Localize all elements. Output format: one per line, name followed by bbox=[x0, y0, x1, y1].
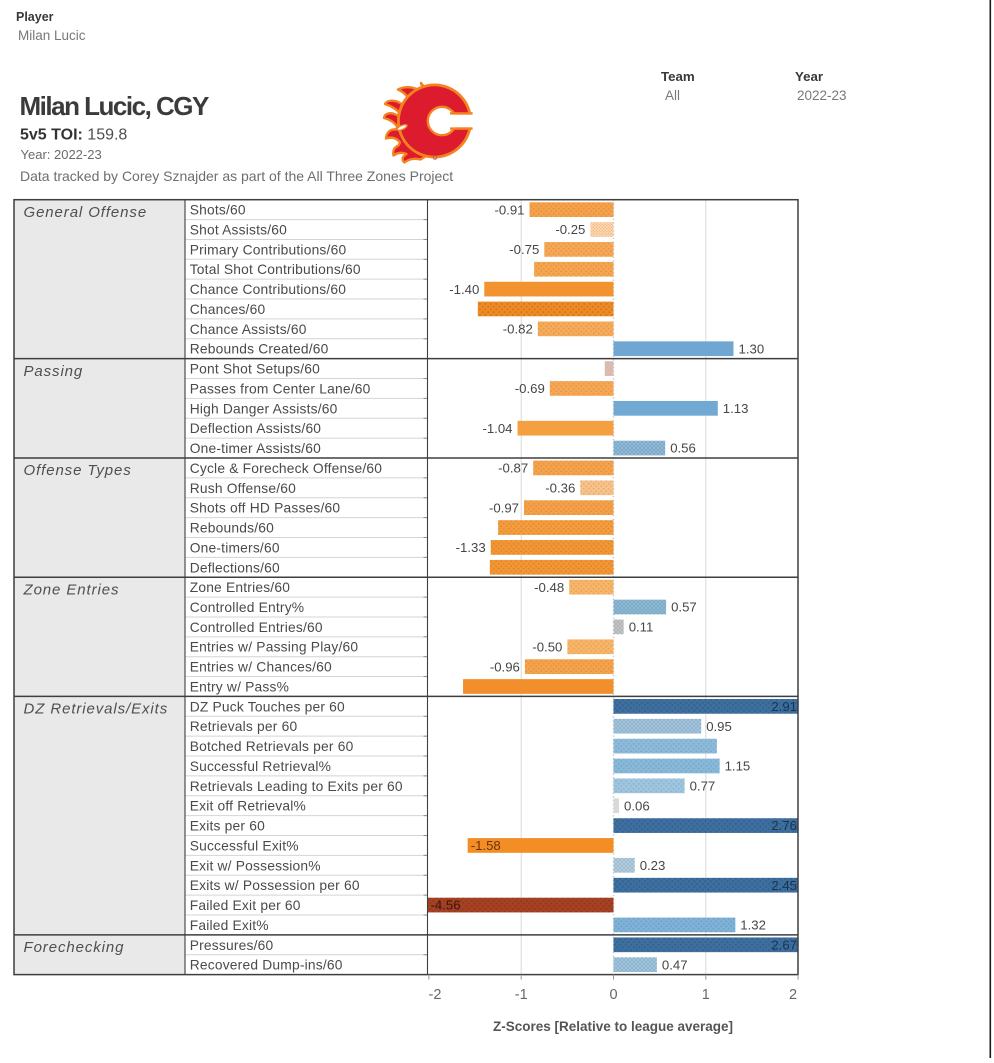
svg-text:Passes from Center Lane/60: Passes from Center Lane/60 bbox=[190, 381, 371, 396]
svg-text:1: 1 bbox=[702, 987, 710, 1003]
svg-text:Successful Exit%: Successful Exit% bbox=[190, 838, 299, 853]
svg-text:1.15: 1.15 bbox=[725, 759, 751, 774]
svg-text:Cycle & Forecheck Offense/60: Cycle & Forecheck Offense/60 bbox=[190, 461, 383, 476]
svg-text:-4.56: -4.56 bbox=[431, 898, 461, 913]
svg-text:Chances/60: Chances/60 bbox=[190, 302, 266, 317]
svg-text:Deflection Assists/60: Deflection Assists/60 bbox=[190, 421, 322, 436]
svg-text:2.67: 2.67 bbox=[771, 938, 797, 953]
svg-text:One-timer Assists/60: One-timer Assists/60 bbox=[190, 441, 321, 456]
svg-text:-0.97: -0.97 bbox=[489, 500, 519, 515]
svg-text:0.06: 0.06 bbox=[624, 798, 650, 813]
svg-text:Entries w/ Passing Play/60: Entries w/ Passing Play/60 bbox=[190, 640, 359, 655]
svg-text:Pont Shot Setups/60: Pont Shot Setups/60 bbox=[190, 362, 320, 377]
svg-text:0.77: 0.77 bbox=[690, 779, 716, 794]
svg-text:Entries w/ Chances/60: Entries w/ Chances/60 bbox=[190, 660, 332, 675]
svg-text:Year: 2022-23: Year: 2022-23 bbox=[21, 147, 102, 162]
svg-text:0.47: 0.47 bbox=[662, 957, 688, 972]
svg-text:Rebounds/60: Rebounds/60 bbox=[190, 521, 274, 536]
svg-text:-0.69: -0.69 bbox=[515, 381, 545, 396]
svg-text:Forechecking: Forechecking bbox=[24, 939, 125, 956]
svg-text:Retrievals Leading to Exits pe: Retrievals Leading to Exits per 60 bbox=[190, 779, 403, 794]
svg-text:One-timers/60: One-timers/60 bbox=[190, 540, 280, 555]
svg-text:Failed Exit%: Failed Exit% bbox=[190, 918, 269, 933]
svg-text:2.91: 2.91 bbox=[771, 699, 797, 714]
svg-text:Data tracked by Corey Sznajder: Data tracked by Corey Sznajder as part o… bbox=[20, 168, 453, 184]
svg-text:1.13: 1.13 bbox=[723, 401, 749, 416]
svg-text:0.23: 0.23 bbox=[640, 858, 666, 873]
svg-text:Passing: Passing bbox=[24, 363, 84, 380]
svg-text:Shot Assists/60: Shot Assists/60 bbox=[190, 222, 287, 237]
svg-text:Controlled Entries/60: Controlled Entries/60 bbox=[190, 620, 323, 635]
svg-text:Team: Team bbox=[661, 69, 695, 84]
svg-text:Shots off HD Passes/60: Shots off HD Passes/60 bbox=[190, 501, 341, 516]
svg-text:Rush Offense/60: Rush Offense/60 bbox=[190, 481, 296, 496]
svg-text:0.95: 0.95 bbox=[706, 719, 732, 734]
svg-text:-0.91: -0.91 bbox=[494, 202, 524, 217]
svg-text:Exit off Retrieval%: Exit off Retrieval% bbox=[190, 799, 306, 814]
svg-text:-1.40: -1.40 bbox=[449, 282, 479, 297]
svg-text:Shots/60: Shots/60 bbox=[190, 203, 246, 218]
svg-text:2.45: 2.45 bbox=[771, 878, 797, 893]
svg-text:-1.04: -1.04 bbox=[482, 421, 512, 436]
svg-text:-0.82: -0.82 bbox=[503, 322, 533, 337]
svg-text:-2: -2 bbox=[429, 987, 442, 1003]
svg-text:2.76: 2.76 bbox=[771, 818, 797, 833]
svg-text:Year: Year bbox=[795, 69, 823, 84]
svg-text:-0.25: -0.25 bbox=[555, 222, 585, 237]
svg-text:-0.50: -0.50 bbox=[532, 639, 562, 654]
svg-text:Rebounds Created/60: Rebounds Created/60 bbox=[190, 342, 329, 357]
svg-text:Exit w/ Possession%: Exit w/ Possession% bbox=[190, 858, 321, 873]
svg-text:5v5 TOI: 159.8: 5v5 TOI: 159.8 bbox=[20, 127, 127, 144]
svg-text:Failed Exit per 60: Failed Exit per 60 bbox=[190, 898, 301, 913]
svg-text:Z-Scores [Relative to league a: Z-Scores [Relative to league average] bbox=[493, 1019, 733, 1034]
svg-text:0: 0 bbox=[609, 987, 617, 1003]
svg-text:Pressures/60: Pressures/60 bbox=[190, 938, 274, 953]
svg-text:-0.96: -0.96 bbox=[490, 659, 520, 674]
svg-text:1.32: 1.32 bbox=[740, 918, 766, 933]
svg-text:Deflections/60: Deflections/60 bbox=[190, 560, 280, 575]
svg-text:Entry w/ Pass%: Entry w/ Pass% bbox=[190, 679, 289, 694]
svg-text:-0.36: -0.36 bbox=[545, 481, 575, 496]
svg-text:Zone Entries: Zone Entries bbox=[23, 581, 120, 598]
svg-text:Primary Contributions/60: Primary Contributions/60 bbox=[190, 242, 347, 257]
svg-text:Retrievals per 60: Retrievals per 60 bbox=[190, 719, 298, 734]
svg-text:Controlled Entry%: Controlled Entry% bbox=[190, 600, 305, 615]
svg-text:-0.75: -0.75 bbox=[509, 242, 539, 257]
svg-text:2: 2 bbox=[789, 987, 797, 1003]
svg-text:-1.58: -1.58 bbox=[471, 838, 501, 853]
svg-text:Recovered Dump-ins/60: Recovered Dump-ins/60 bbox=[190, 958, 343, 973]
svg-text:General Offense: General Offense bbox=[24, 204, 148, 221]
svg-text:0.57: 0.57 bbox=[671, 600, 697, 615]
svg-text:Botched Retrievals per 60: Botched Retrievals per 60 bbox=[190, 739, 354, 754]
svg-text:High Danger Assists/60: High Danger Assists/60 bbox=[190, 401, 338, 416]
svg-text:Exits w/ Possession per 60: Exits w/ Possession per 60 bbox=[190, 878, 360, 893]
svg-text:Successful Retrieval%: Successful Retrieval% bbox=[190, 759, 331, 774]
svg-text:Exits per 60: Exits per 60 bbox=[190, 819, 265, 834]
svg-text:Total Shot Contributions/60: Total Shot Contributions/60 bbox=[190, 262, 361, 277]
svg-text:DZ Retrievals/Exits: DZ Retrievals/Exits bbox=[24, 701, 169, 718]
svg-text:Chance Contributions/60: Chance Contributions/60 bbox=[190, 282, 347, 297]
svg-text:2022-23: 2022-23 bbox=[797, 88, 847, 103]
svg-text:DZ Puck Touches per 60: DZ Puck Touches per 60 bbox=[190, 699, 345, 714]
svg-text:1.30: 1.30 bbox=[739, 341, 765, 356]
svg-text:0.11: 0.11 bbox=[629, 620, 654, 635]
svg-text:-0.87: -0.87 bbox=[498, 461, 528, 476]
svg-text:Player: Player bbox=[16, 10, 54, 24]
svg-text:Offense Types: Offense Types bbox=[24, 462, 132, 479]
svg-text:Milan Lucic, CGY: Milan Lucic, CGY bbox=[20, 91, 210, 121]
svg-text:-1.33: -1.33 bbox=[456, 540, 486, 555]
svg-text:Milan Lucic: Milan Lucic bbox=[18, 28, 86, 43]
svg-text:Chance Assists/60: Chance Assists/60 bbox=[190, 322, 307, 337]
svg-text:0.56: 0.56 bbox=[670, 441, 696, 456]
svg-text:-1: -1 bbox=[515, 987, 528, 1003]
svg-text:All: All bbox=[665, 88, 680, 103]
svg-text:Zone Entries/60: Zone Entries/60 bbox=[190, 580, 291, 595]
svg-text:-0.48: -0.48 bbox=[534, 580, 564, 595]
